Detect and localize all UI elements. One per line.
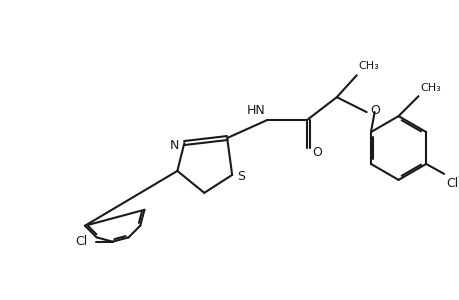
Text: HN: HN [246, 104, 264, 117]
Text: O: O [370, 103, 380, 117]
Text: Cl: Cl [445, 177, 457, 190]
Text: CH₃: CH₃ [420, 83, 440, 93]
Text: N: N [170, 139, 179, 152]
Text: S: S [237, 170, 245, 183]
Text: Cl: Cl [75, 235, 88, 248]
Text: CH₃: CH₃ [358, 61, 379, 71]
Text: O: O [311, 146, 321, 160]
